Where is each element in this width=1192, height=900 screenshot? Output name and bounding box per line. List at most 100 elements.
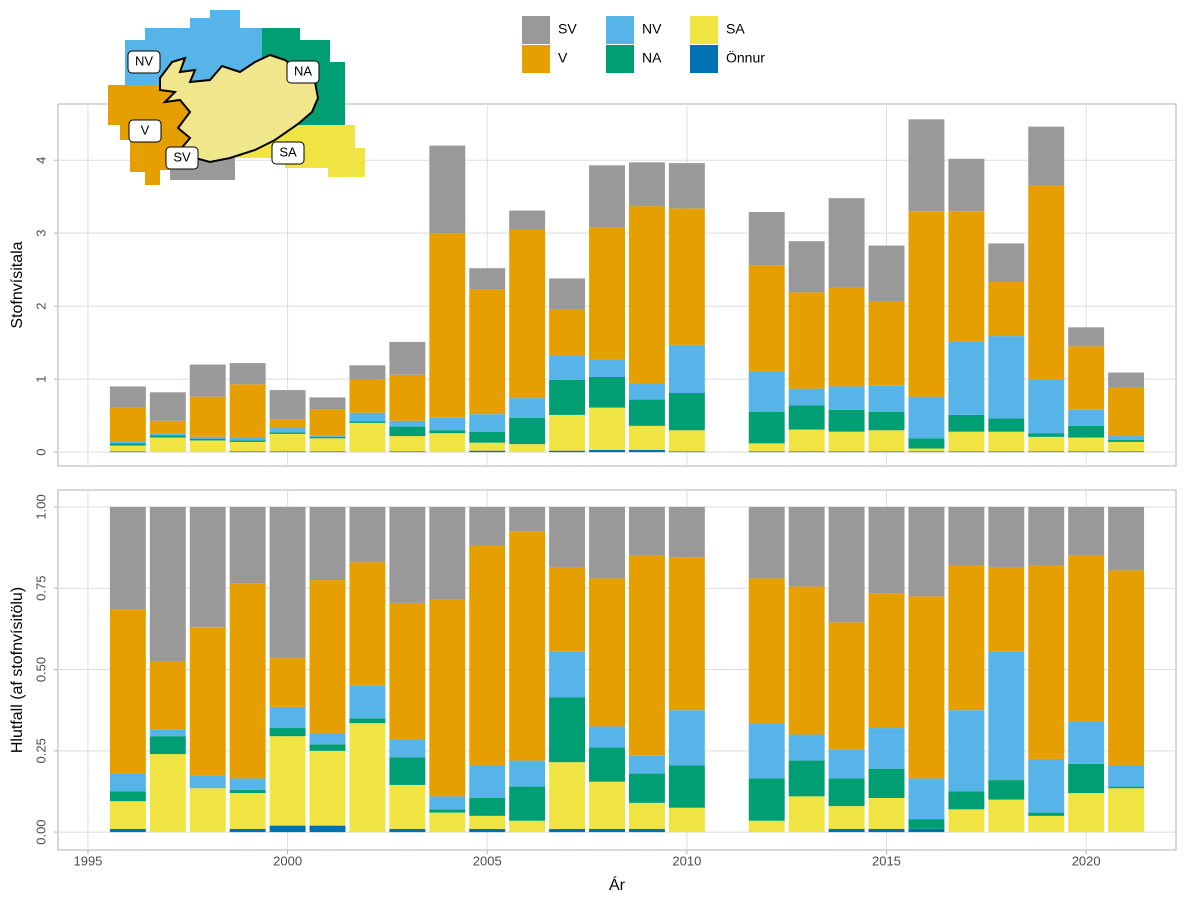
bar-segment xyxy=(269,706,306,729)
bar-segment xyxy=(389,828,426,833)
bar-segment xyxy=(748,723,785,779)
bar-segment xyxy=(589,407,625,450)
bar-segment xyxy=(788,405,825,430)
bar-segment xyxy=(549,414,586,451)
bar-segment xyxy=(549,506,586,568)
bar-segment xyxy=(349,412,386,422)
bar-segment xyxy=(269,390,306,420)
bar-segment xyxy=(389,784,426,829)
bar-segment xyxy=(668,557,705,711)
y-tick-label: 4 xyxy=(33,157,48,164)
bar-segment xyxy=(868,728,905,769)
bar-segment xyxy=(668,163,705,209)
bar-segment xyxy=(189,364,226,397)
bar-segment xyxy=(509,531,546,761)
bar-segment xyxy=(948,158,985,212)
bar-segment xyxy=(269,825,306,833)
bar-segment xyxy=(1028,812,1065,816)
bar-segment xyxy=(828,451,865,453)
bar-segment xyxy=(589,781,625,829)
bar-segment xyxy=(948,451,985,453)
bar-segment xyxy=(429,233,466,418)
bar-segment xyxy=(469,506,506,546)
y-tick-label: 1.00 xyxy=(33,494,48,519)
bar-segment xyxy=(788,506,825,587)
bar-segment xyxy=(1068,425,1105,438)
bar-segment xyxy=(109,441,146,444)
bar-segment xyxy=(549,651,586,698)
map-label-box xyxy=(271,141,305,165)
bar-segment xyxy=(349,685,386,719)
bar-segment xyxy=(1108,786,1145,789)
bar-segment xyxy=(628,425,665,450)
bar-segment xyxy=(988,451,1025,453)
legend-label: NV xyxy=(642,21,662,37)
bar-segment xyxy=(549,762,586,829)
bar-segment xyxy=(1068,346,1105,410)
bar-segment xyxy=(189,627,226,776)
y-tick-label: 0.25 xyxy=(33,738,48,763)
bar-segment xyxy=(349,365,386,380)
bar-segment xyxy=(149,435,186,438)
bar-segment xyxy=(589,376,625,408)
bar-segment xyxy=(668,506,705,558)
bar-segment xyxy=(389,436,426,452)
bar-segment xyxy=(389,426,426,437)
bar-segment xyxy=(309,451,346,453)
bar-segment xyxy=(309,732,346,745)
bar-segment xyxy=(828,386,865,410)
bar-segment xyxy=(349,723,386,833)
bar-segment xyxy=(868,768,905,798)
bar-segment xyxy=(1028,758,1065,813)
bar-segment xyxy=(1028,126,1065,186)
bar-segment xyxy=(109,445,146,452)
bar-segment xyxy=(389,341,426,375)
bar-segment xyxy=(389,739,426,758)
bar-segment xyxy=(868,593,905,729)
bar-segment xyxy=(189,506,226,628)
bar-segment xyxy=(868,828,905,833)
bar-segment xyxy=(948,506,985,566)
bar-segment xyxy=(628,555,665,756)
bar-segment xyxy=(788,429,825,452)
bar-segment xyxy=(309,397,346,410)
bar-segment xyxy=(149,420,186,434)
bar-segment xyxy=(948,414,985,432)
bar-segment xyxy=(1068,409,1105,426)
map-label-box xyxy=(127,50,161,74)
bar-segment xyxy=(469,765,506,798)
y-tick-label: 0.00 xyxy=(33,819,48,844)
bar-segment xyxy=(1068,793,1105,833)
region-map: NV NA V SV SA xyxy=(108,10,365,185)
bar-segment xyxy=(1068,327,1105,347)
bar-segment xyxy=(109,386,146,408)
bar-segment xyxy=(788,760,825,797)
bar-segment xyxy=(628,383,665,400)
bar-segment xyxy=(788,241,825,293)
bar-segment xyxy=(149,729,186,737)
bar-segment xyxy=(788,292,825,389)
bar-segment xyxy=(828,198,865,288)
bar-segment xyxy=(628,399,665,426)
bar-segment xyxy=(828,806,865,829)
map-label: SV xyxy=(173,149,191,164)
bar-segment xyxy=(469,414,506,432)
legend-key xyxy=(606,45,634,73)
bar-segment xyxy=(389,506,426,603)
y-tick-label: 1 xyxy=(33,376,48,383)
bar-segment xyxy=(109,609,146,774)
bar-segment xyxy=(189,396,226,437)
bar-segment xyxy=(309,506,346,581)
map-label: SA xyxy=(279,144,297,159)
bar-segment xyxy=(1028,379,1065,434)
bar-segment xyxy=(549,450,586,453)
bar-segment xyxy=(828,409,865,432)
bar-segment xyxy=(868,245,905,302)
map-label: V xyxy=(141,122,150,137)
bar-segment xyxy=(389,374,426,421)
bar-segment xyxy=(349,506,386,563)
legend-key xyxy=(690,45,718,73)
bar-segment xyxy=(349,422,386,453)
y-axis-title: Stofnvísitala xyxy=(9,241,26,328)
bar-segment xyxy=(1108,372,1145,388)
